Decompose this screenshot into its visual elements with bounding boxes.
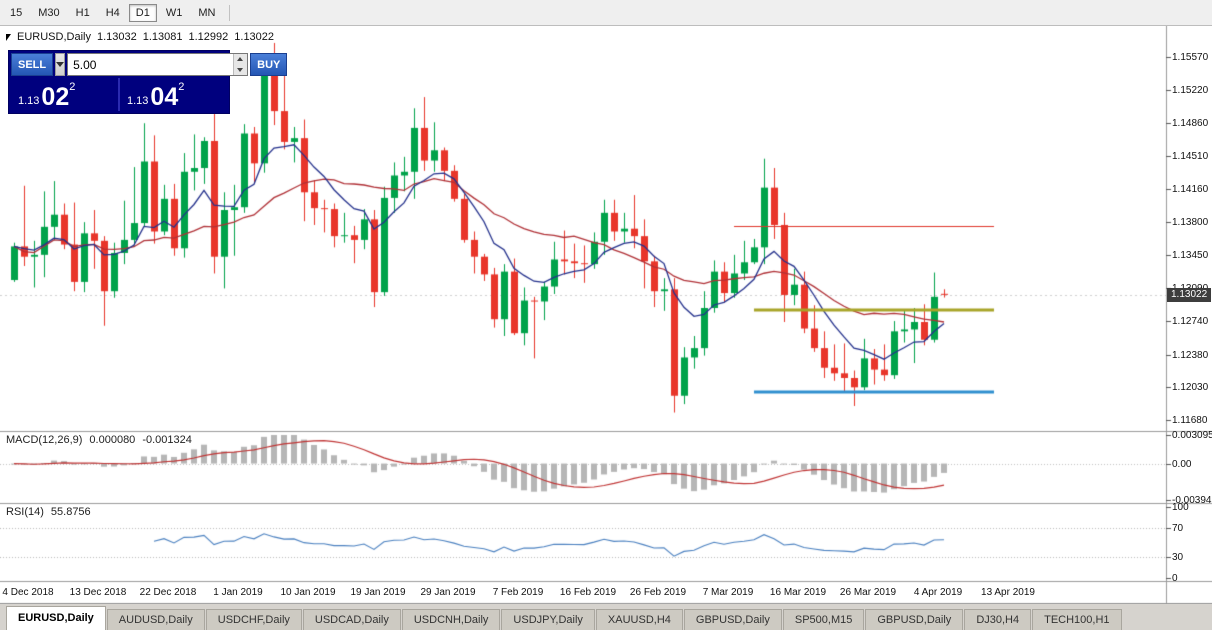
timeframe-button-h4[interactable]: H4 bbox=[99, 4, 127, 22]
chart-tab-dj30-h4[interactable]: DJ30,H4 bbox=[964, 609, 1032, 630]
price-tick-label: 1.12740 bbox=[1172, 316, 1209, 328]
rsi-scale-70: 70 bbox=[1172, 523, 1184, 535]
price-tick-label: 1.11680 bbox=[1172, 414, 1208, 426]
bid-prefix: 1.13 bbox=[18, 95, 40, 107]
buy-button[interactable]: BUY bbox=[250, 53, 288, 76]
price-tick-label: 1.12380 bbox=[1172, 349, 1209, 361]
date-label: 4 Apr 2019 bbox=[913, 587, 963, 598]
date-label: 10 Jan 2019 bbox=[280, 587, 336, 598]
macd-signal-value: -0.001324 bbox=[142, 434, 192, 446]
chart-tab-gbpusd-daily-2[interactable]: GBPUSD,Daily bbox=[865, 609, 964, 630]
price-tick-label: 1.12030 bbox=[1172, 382, 1209, 394]
macd-scale-bottom: -0.003947 bbox=[1172, 495, 1212, 506]
ask-pipette: 2 bbox=[178, 81, 185, 93]
date-label: 13 Dec 2018 bbox=[69, 587, 127, 598]
date-label: 19 Jan 2019 bbox=[350, 587, 406, 598]
chart-tab-xauusd-h4[interactable]: XAUUSD,H4 bbox=[595, 609, 683, 630]
sell-button[interactable]: SELL bbox=[11, 53, 54, 76]
rsi-value: 55.8756 bbox=[50, 506, 91, 518]
bid-pips: 02 bbox=[41, 83, 70, 111]
open-value: 1.13032 bbox=[96, 31, 137, 43]
volume-dropdown-button[interactable] bbox=[55, 53, 66, 76]
timeframe-button-h1[interactable]: H1 bbox=[69, 4, 97, 22]
low-value: 1.12992 bbox=[188, 31, 229, 43]
price-tick-label: 1.14510 bbox=[1172, 150, 1209, 162]
rsi-title: RSI(14) bbox=[6, 506, 44, 518]
timeframe-button-w1[interactable]: W1 bbox=[159, 4, 190, 22]
date-label: 16 Mar 2019 bbox=[769, 587, 827, 598]
chart-tab-eurusd-daily[interactable]: EURUSD,Daily bbox=[6, 606, 106, 630]
buy-price-display[interactable]: 1.13 04 2 bbox=[120, 78, 227, 111]
macd-scale-zero: 0.00 bbox=[1172, 458, 1192, 470]
price-divider bbox=[118, 78, 120, 111]
chart-corner-icon bbox=[6, 33, 11, 41]
date-label: 7 Mar 2019 bbox=[702, 587, 754, 598]
timeframe-button-mn[interactable]: MN bbox=[191, 4, 222, 22]
rsi-scale-0: 0 bbox=[1172, 573, 1178, 584]
date-label: 4 Dec 2018 bbox=[2, 587, 54, 598]
chart-tab-gbpusd-daily[interactable]: GBPUSD,Daily bbox=[683, 609, 782, 630]
high-value: 1.13081 bbox=[142, 31, 183, 43]
price-tick-label: 1.13450 bbox=[1172, 249, 1209, 261]
timeframe-button-m15[interactable]: 15 bbox=[3, 4, 29, 22]
chart-tab-tech100-h1[interactable]: TECH100,H1 bbox=[1032, 609, 1122, 630]
price-tick-label: 1.13800 bbox=[1172, 217, 1209, 229]
volume-field bbox=[67, 53, 249, 76]
timeframe-button-m30[interactable]: M30 bbox=[31, 4, 66, 22]
chart-tab-audusd-daily[interactable]: AUDUSD,Daily bbox=[106, 609, 205, 630]
current-price-tag: 1.13022 bbox=[1167, 287, 1212, 302]
chevron-down-icon bbox=[56, 62, 65, 67]
date-label: 13 Apr 2019 bbox=[981, 587, 1035, 598]
chart-tab-usdjpy-daily[interactable]: USDJPY,Daily bbox=[501, 609, 595, 630]
timeframe-button-d1[interactable]: D1 bbox=[128, 3, 157, 22]
date-label: 26 Feb 2019 bbox=[629, 587, 687, 598]
volume-spinner bbox=[233, 54, 248, 75]
timeframe-toolbar: 15 M30 H1 H4 D1 W1 MN bbox=[0, 0, 1212, 26]
date-label: 16 Feb 2019 bbox=[559, 587, 617, 598]
price-tick-label: 1.14160 bbox=[1172, 183, 1209, 195]
ask-prefix: 1.13 bbox=[127, 95, 149, 107]
macd-title: MACD(12,26,9) bbox=[6, 434, 83, 446]
macd-indicator-header: MACD(12,26,9) 0.000080 -0.001324 bbox=[6, 434, 192, 446]
chart-tab-usdcnh-daily[interactable]: USDCNH,Daily bbox=[401, 609, 501, 630]
bid-pipette: 2 bbox=[69, 81, 76, 93]
rsi-scale-30: 30 bbox=[1172, 551, 1184, 563]
chart-tab-usdchf-daily[interactable]: USDCHF,Daily bbox=[205, 609, 302, 630]
chart-tab-usdcad-daily[interactable]: USDCAD,Daily bbox=[302, 609, 401, 630]
symbol-period-label: EURUSD,Daily bbox=[17, 31, 91, 43]
volume-decrease-button[interactable] bbox=[234, 64, 248, 75]
chart-tab-sp500-m15[interactable]: SP500,M15 bbox=[782, 609, 865, 630]
price-tick-label: 1.15220 bbox=[1172, 84, 1209, 96]
macd-scale-top: 0.003095 bbox=[1172, 430, 1212, 441]
rsi-scale-100: 100 bbox=[1172, 502, 1189, 513]
chart-ohlc-header: EURUSD,Daily 1.13032 1.13081 1.12992 1.1… bbox=[6, 31, 274, 43]
date-label: 1 Jan 2019 bbox=[213, 587, 263, 598]
ask-pips: 04 bbox=[150, 83, 179, 111]
date-label: 22 Dec 2018 bbox=[139, 587, 197, 598]
chart-tabs-bar: EURUSD,Daily AUDUSD,Daily USDCHF,Daily U… bbox=[0, 604, 1212, 630]
toolbar-separator bbox=[229, 4, 231, 21]
date-label: 26 Mar 2019 bbox=[839, 587, 897, 598]
price-tick-label: 1.15570 bbox=[1172, 51, 1209, 63]
rsi-indicator-header: RSI(14) 55.8756 bbox=[6, 506, 91, 518]
macd-value: 0.000080 bbox=[89, 434, 136, 446]
price-tick-label: 1.14860 bbox=[1172, 118, 1209, 130]
date-label: 7 Feb 2019 bbox=[492, 587, 544, 598]
sell-price-display[interactable]: 1.13 02 2 bbox=[11, 78, 118, 111]
volume-input[interactable] bbox=[68, 54, 234, 75]
date-label: 29 Jan 2019 bbox=[420, 587, 476, 598]
close-value: 1.13022 bbox=[234, 31, 275, 43]
volume-increase-button[interactable] bbox=[234, 54, 248, 65]
